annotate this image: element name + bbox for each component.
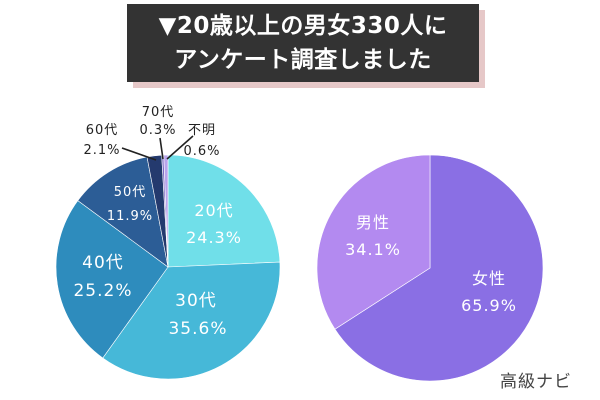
page-title: ▼20歳以上の男女330人に アンケート調査しました (127, 4, 479, 82)
age-pie-chart: 20代 24.3% 30代 35.6% 40代 25.2% 50代 11.9% 60代 2.1% 7… (55, 105, 281, 380)
slice-value-age-60s: 2.1% (83, 143, 120, 158)
pie-slice-age-30s (102, 261, 281, 380)
slice-value-age-50s: 11.9% (107, 209, 153, 224)
slice-value-age-40s: 25.2% (73, 281, 132, 301)
slice-label-age-60s: 60代 (86, 123, 119, 138)
slice-value-male: 34.1% (345, 240, 401, 259)
title-line-2: アンケート調査しました (174, 47, 432, 73)
pie-slice-male (316, 154, 431, 330)
slice-value-age-30s: 35.6% (168, 319, 227, 339)
slice-value-female: 65.9% (461, 296, 517, 315)
gender-pie-chart: 女性 65.9% 男性 34.1% (316, 154, 544, 382)
pie-slice-age-40s (55, 200, 169, 359)
slice-value-age-unknown: 0.6% (183, 144, 220, 159)
slice-label-age-70s: 70代 (142, 105, 175, 120)
pie-slice-age-20s (167, 154, 281, 268)
slice-label-age-30s: 30代 (175, 291, 217, 311)
leader-line-age-60s (121, 147, 157, 161)
leader-line-age-70s (159, 137, 164, 160)
pie-slice-age-unknown (163, 154, 169, 268)
slice-value-age-20s: 24.3% (186, 228, 242, 247)
slice-value-age-70s: 0.3% (139, 123, 176, 138)
slice-label-age-unknown: 不明 (188, 123, 216, 138)
slice-label-female: 女性 (472, 269, 506, 288)
title-line-1: ▼20歳以上の男女330人に (158, 13, 448, 39)
slice-label-male: 男性 (356, 213, 390, 232)
pie-slice-age-50s (77, 156, 169, 268)
slice-label-age-50s: 50代 (114, 185, 147, 200)
slice-label-age-20s: 20代 (194, 201, 233, 220)
leader-line-age-unknown (166, 135, 194, 160)
site-credit: 高級ナビ (500, 372, 572, 392)
pie-slice-female (334, 154, 544, 382)
slice-label-age-40s: 40代 (82, 253, 124, 273)
